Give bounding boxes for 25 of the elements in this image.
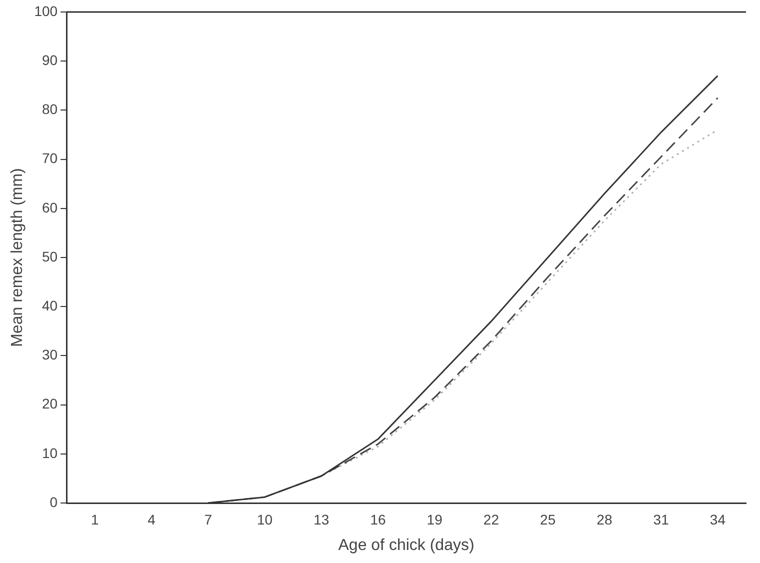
x-axis-title: Age of chick (days) [338, 536, 474, 554]
x-tick-label: 7 [204, 511, 212, 528]
x-tick-label: 19 [426, 511, 443, 528]
y-tick-label: 30 [42, 346, 58, 363]
x-tick-label: 31 [653, 511, 670, 528]
y-tick-label: 100 [34, 2, 58, 19]
y-tick-label: 20 [42, 396, 58, 412]
x-tick-label: 34 [710, 511, 726, 528]
x-tick-label: 16 [370, 511, 386, 528]
y-tick-label: 80 [42, 101, 58, 118]
y-tick-label: 60 [42, 199, 58, 216]
y-tick-label: 10 [42, 444, 58, 461]
y-tick-label: 50 [42, 248, 58, 264]
x-tick-label: 13 [314, 511, 330, 528]
x-tick-label: 4 [148, 511, 156, 528]
y-tick-label: 90 [42, 52, 58, 68]
x-tick-label: 1 [90, 511, 99, 528]
x-tick-label: 28 [596, 511, 612, 528]
y-axis-title: Mean remex length (mm) [9, 168, 26, 347]
y-tick-label: 40 [42, 297, 58, 314]
x-tick-label: 10 [256, 511, 273, 528]
y-tick-label: 70 [42, 150, 58, 166]
y-tick-label: 0 [50, 494, 58, 510]
x-tick-label: 25 [540, 511, 556, 528]
x-tick-label: 22 [483, 511, 500, 528]
